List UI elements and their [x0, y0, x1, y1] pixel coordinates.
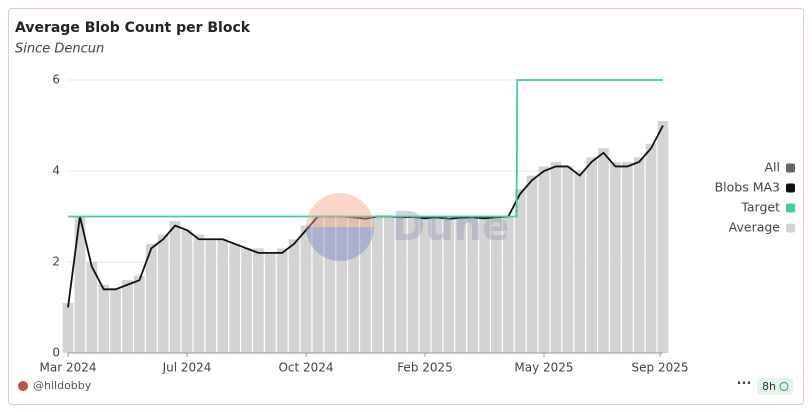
bar: [419, 217, 431, 353]
bar: [610, 161, 621, 353]
watermark-logo-half: [306, 227, 374, 261]
watermark-text: Dune: [392, 204, 509, 250]
bar: [145, 243, 157, 353]
bar: [360, 218, 371, 353]
y-tick-label: 2: [52, 255, 60, 269]
menu-dots[interactable]: ···: [737, 377, 752, 392]
bar: [241, 248, 252, 353]
bar: [455, 217, 467, 353]
bar: [122, 280, 133, 353]
bar: [157, 234, 169, 353]
legend-label: Target: [740, 200, 780, 215]
x-tick-label: Sep 2025: [632, 361, 689, 375]
x-tick-label: Oct 2024: [278, 361, 333, 375]
bar: [502, 216, 514, 353]
bar: [324, 216, 336, 353]
bar: [633, 157, 645, 353]
bar: [264, 252, 276, 353]
bar: [645, 143, 657, 353]
bar: [598, 148, 609, 353]
age-check: [779, 382, 789, 391]
x-tick-label: Mar 2024: [40, 361, 97, 375]
y-tick-label: 6: [52, 73, 60, 87]
x-tick-label: May 2025: [514, 361, 573, 375]
bar: [86, 262, 98, 353]
bar: [348, 216, 359, 353]
bar: [491, 216, 502, 353]
bar: [538, 166, 550, 353]
bar: [74, 216, 86, 353]
legend-label: All: [765, 160, 781, 175]
bar: [300, 225, 312, 353]
bar: [550, 161, 562, 353]
bar: [514, 189, 526, 353]
bar: [621, 161, 633, 353]
bar: [62, 302, 74, 353]
bar: [586, 157, 597, 353]
bar: [657, 120, 669, 353]
bar: [407, 216, 419, 353]
x-tick-label: Feb 2025: [397, 361, 453, 375]
bar: [193, 234, 205, 353]
bar: [336, 216, 348, 353]
legend-swatch: [786, 203, 795, 213]
bar: [110, 289, 121, 353]
bar: [276, 248, 288, 353]
bar: [98, 284, 110, 353]
author[interactable]: @hildobby: [33, 379, 92, 392]
age: 8h: [762, 380, 776, 393]
line: [68, 79, 663, 218]
legend-swatch: [786, 183, 795, 193]
legend-swatch: [786, 223, 795, 233]
bar: [134, 275, 145, 353]
bar: [372, 216, 383, 353]
bar: [574, 171, 586, 353]
watermark-logo: [306, 193, 374, 261]
bar: [288, 239, 300, 353]
bar: [562, 166, 574, 353]
bar: [443, 218, 455, 353]
y-tick-label: 4: [52, 164, 60, 178]
legend-swatch: [786, 163, 795, 173]
bar: [217, 239, 229, 353]
avatar: [18, 381, 28, 391]
bar: [479, 217, 490, 353]
legend-label: Average: [729, 220, 781, 235]
line: [67, 125, 664, 308]
bar: [229, 243, 240, 353]
watermark: Dune: [306, 193, 509, 261]
bar: [431, 216, 443, 353]
bar: [312, 216, 324, 353]
y-tick-label: 0: [52, 346, 60, 360]
x-tick-label: Jul 2024: [162, 361, 212, 375]
bar: [395, 216, 407, 353]
bar: [526, 175, 538, 353]
bar: [169, 221, 181, 353]
bar: [383, 216, 395, 353]
chart-subtitle: Since Dencun: [15, 42, 104, 57]
bar: [467, 216, 478, 353]
bar: [181, 230, 193, 353]
bar: [205, 239, 217, 353]
chart-title: Average Blob Count per Block: [15, 20, 251, 36]
legend-label: Blobs MA3: [715, 180, 780, 195]
bar: [253, 248, 264, 353]
